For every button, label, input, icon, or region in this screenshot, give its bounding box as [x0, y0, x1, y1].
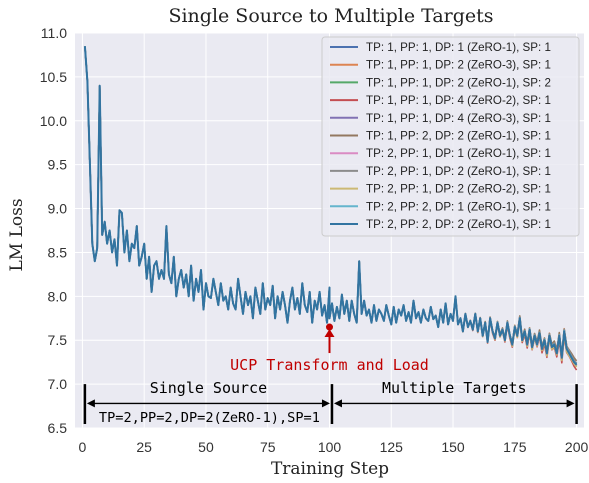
legend-entry: TP: 1, PP: 1, DP: 2 (ZeRO-1), SP: 2 [366, 76, 551, 89]
y-tick-label: 7.0 [48, 376, 68, 392]
legend-entry: TP: 1, PP: 1, DP: 2 (ZeRO-3), SP: 1 [366, 59, 551, 72]
legend-entry: TP: 1, PP: 1, DP: 4 (ZeRO-3), SP: 1 [366, 112, 551, 125]
x-tick-label: 25 [136, 439, 152, 455]
phase-brackets [83, 384, 578, 424]
x-tick-label: 150 [441, 439, 465, 455]
transform-point [326, 323, 333, 331]
x-tick-label: 75 [260, 439, 276, 455]
y-tick-label: 8.5 [48, 244, 68, 260]
single-source-arrow-right-head [321, 399, 330, 408]
legend-entry: TP: 2, PP: 1, DP: 2 (ZeRO-1), SP: 1 [366, 165, 551, 178]
series-line [83, 46, 578, 366]
y-tick-label: 9.0 [48, 201, 68, 217]
legend-box [321, 36, 580, 237]
legend-entry: TP: 2, PP: 2, DP: 2 (ZeRO-1), SP: 1 [366, 218, 551, 231]
single-source-config: TP=2,PP=2,DP=2(ZeRO-1),SP=1 [99, 410, 320, 426]
multiple-targets-label: Multiple Targets [382, 379, 527, 397]
y-tick-label: 6.5 [48, 420, 68, 436]
series-layer [83, 46, 578, 371]
x-tick-label: 100 [318, 439, 342, 455]
x-tick-label: 125 [380, 439, 404, 455]
y-tick-label: 8.0 [48, 288, 68, 304]
x-tick-label: 175 [503, 439, 527, 455]
transform-label: UCP Transform and Load [230, 356, 429, 374]
legend-entry: TP: 1, PP: 1, DP: 4 (ZeRO-2), SP: 1 [366, 94, 551, 107]
multiple-targets-arrow-right-head [566, 399, 575, 408]
x-axis-label: Training Step [271, 459, 389, 479]
legend-items: TP: 1, PP: 1, DP: 1 (ZeRO-1), SP: 1 TP: 1… [330, 41, 551, 231]
x-tick-labels: 0 25 50 75 100 125 150 175 200 [79, 439, 589, 455]
x-tick-label: 0 [79, 439, 87, 455]
y-tick-label: 9.5 [48, 157, 68, 173]
single-source-arrow-left-head [86, 399, 95, 408]
legend-entry: TP: 2, PP: 1, DP: 2 (ZeRO-2), SP: 1 [366, 183, 551, 196]
y-tick-label: 10.5 [40, 69, 67, 85]
transform-arrow-head [324, 329, 335, 338]
single-source-label: Single Source [150, 379, 267, 397]
x-tick-label: 50 [198, 439, 214, 455]
legend-entry: TP: 1, PP: 2, DP: 2 (ZeRO-1), SP: 1 [366, 130, 551, 143]
legend-entry: TP: 1, PP: 1, DP: 1 (ZeRO-1), SP: 1 [366, 41, 551, 54]
chart-title: Single Source to Multiple Targets [168, 5, 493, 27]
multiple-targets-arrow-left-head [333, 399, 342, 408]
legend-entry: TP: 2, PP: 1, DP: 1 (ZeRO-1), SP: 1 [366, 147, 551, 160]
y-tick-label: 11.0 [41, 25, 67, 41]
y-axis-label: LM Loss [7, 198, 27, 271]
legend: TP: 1, PP: 1, DP: 1 (ZeRO-1), SP: 1 TP: 1… [321, 36, 580, 237]
legend-entry: TP: 2, PP: 2, DP: 1 (ZeRO-1), SP: 1 [366, 200, 551, 213]
y-tick-label: 7.5 [48, 332, 68, 348]
x-tick-label: 200 [565, 439, 589, 455]
y-tick-label: 10.0 [40, 113, 67, 129]
y-tick-labels: 6.5 7.0 7.5 8.0 8.5 9.0 9.5 10.0 10.5 11.0 [40, 25, 67, 436]
